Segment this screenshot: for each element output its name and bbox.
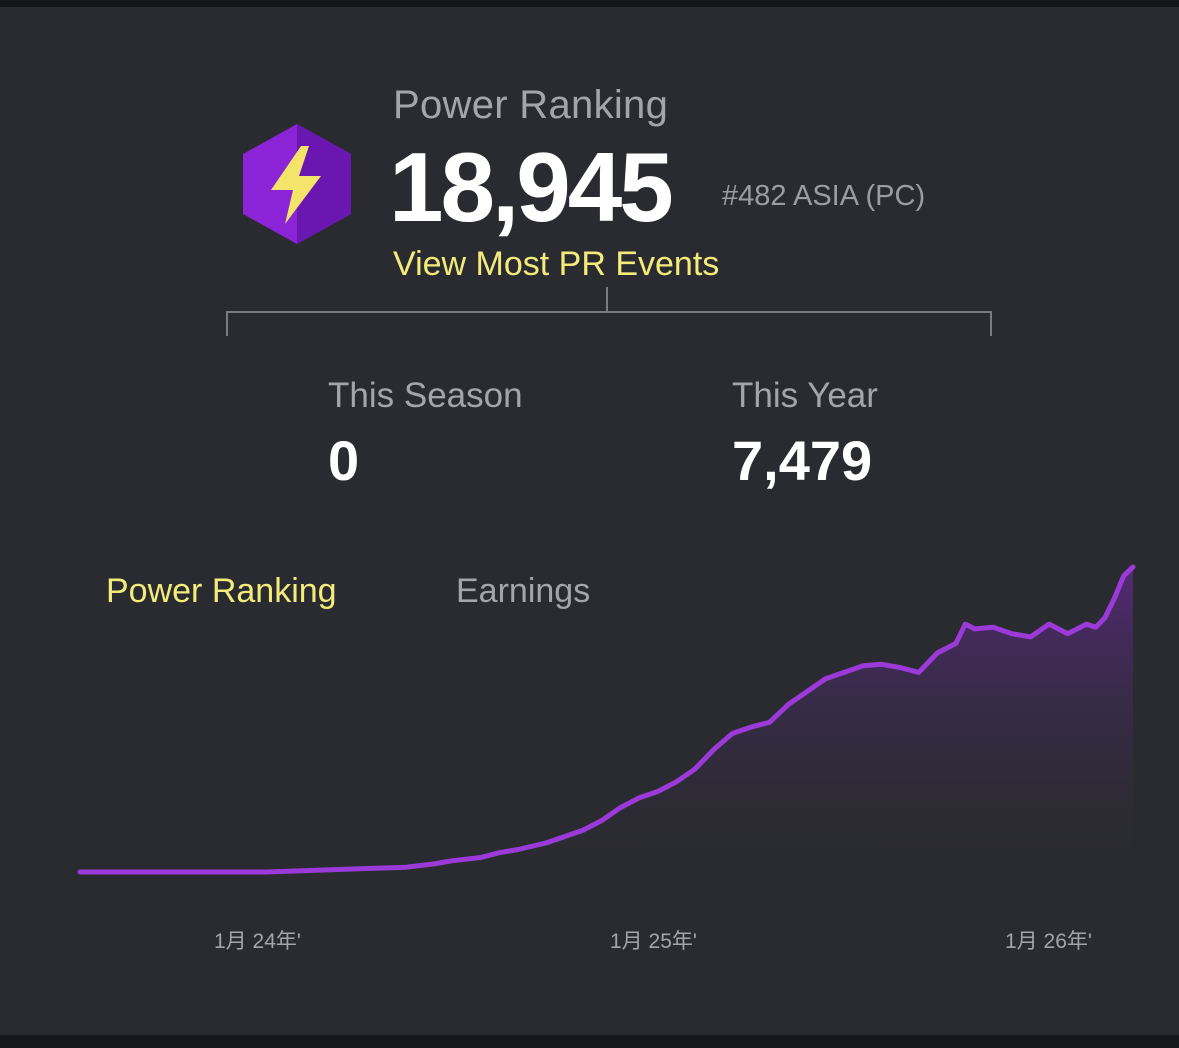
x-tick-label: 1月 26年'	[1005, 930, 1092, 953]
this-year-value: 7,479	[732, 429, 873, 492]
chart-area-fill	[80, 567, 1133, 872]
bottom-divider	[0, 1035, 1179, 1048]
bracket-divider	[226, 287, 992, 336]
regional-rank: #482 ASIA (PC)	[722, 180, 926, 212]
x-tick-label: 1月 24年'	[214, 930, 301, 953]
top-divider	[0, 0, 1179, 7]
tab-earnings[interactable]: Earnings	[456, 572, 591, 610]
chart-points	[79, 566, 1134, 873]
tab-power-ranking[interactable]: Power Ranking	[106, 572, 337, 610]
this-season-value: 0	[328, 429, 360, 492]
lightning-hexagon-icon	[243, 124, 351, 244]
power-ranking-label: Power Ranking	[393, 83, 669, 127]
view-most-pr-events-link[interactable]: View Most PR Events	[393, 245, 720, 283]
this-season-label: This Season	[328, 376, 523, 415]
power-ranking-value: 18,945	[389, 132, 674, 242]
this-year-label: This Year	[732, 376, 878, 415]
power-ranking-chart	[77, 564, 1136, 875]
x-tick-label: 1月 25年'	[610, 930, 697, 953]
